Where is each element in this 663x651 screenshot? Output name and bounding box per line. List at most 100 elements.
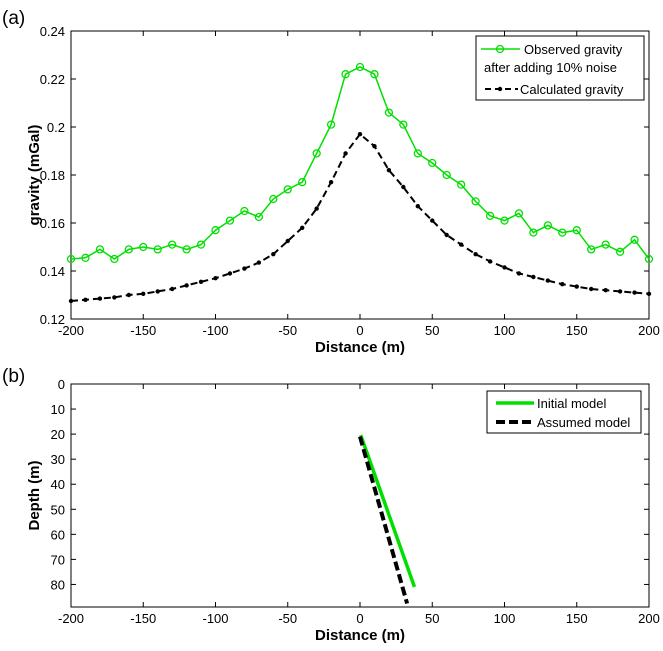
observed-point [167, 240, 177, 249]
observed-point [442, 170, 451, 180]
calculated-point [314, 206, 319, 211]
observed-point [355, 62, 365, 72]
legend-observed-marker [495, 44, 505, 54]
legend-box [486, 390, 642, 434]
observed-point [341, 70, 350, 79]
x-tick-label: -200 [58, 323, 84, 338]
calculated-point [646, 291, 652, 296]
observed-point [153, 245, 162, 254]
observed-point [428, 158, 437, 168]
y-tick-label: 40 [51, 477, 65, 492]
x-tick-label: 200 [638, 611, 660, 626]
calculated-point [112, 295, 117, 300]
observed-point [139, 242, 148, 252]
calculated-point [444, 232, 449, 238]
x-tick-label: 100 [494, 323, 516, 338]
observed-point [240, 206, 249, 216]
y-tick-label: 60 [51, 527, 65, 542]
x-tick-label: -100 [202, 323, 228, 338]
calculated-point [603, 288, 608, 293]
calculated-point [531, 274, 536, 280]
observed-point [254, 212, 264, 222]
observed-point [269, 194, 278, 204]
calculated-point [502, 265, 507, 270]
y-tick-label: 10 [51, 402, 65, 417]
calculated-point [617, 289, 623, 294]
x-tick-label: -100 [202, 611, 228, 626]
plot-b: -200 -150 -100 -50 0 50 100 150 200 0 10 20 30 40 50 60… [26, 377, 660, 644]
x-axis-label: Distance (m) [315, 627, 405, 644]
observed-point [471, 197, 480, 206]
observed-point [95, 245, 105, 254]
observed-point [485, 211, 495, 220]
x-tick-label: 150 [566, 323, 588, 338]
observed-point [211, 226, 220, 235]
legend-calculated-marker [497, 86, 503, 92]
y-tick-label: 50 [51, 502, 65, 517]
calculated-point [285, 238, 290, 244]
x-tick-label: -150 [130, 611, 156, 626]
calculated-point [386, 168, 392, 173]
legend-observed-label-2: after adding 10% noise [484, 60, 617, 75]
observed-point [558, 228, 567, 237]
calculated-point [83, 297, 88, 302]
y-tick-label: 0.24 [40, 24, 65, 39]
panel-a-label: (a) [2, 8, 25, 29]
plot-a: -200 -150 -100 -50 0 50 100 150 200 0.12 0.14 0.16 0… [26, 24, 660, 356]
observed-point [630, 235, 639, 244]
y-tick-label: 30 [51, 452, 65, 467]
calculated-point [300, 225, 305, 230]
y-tick-label: 0.14 [40, 264, 65, 279]
calculated-point [589, 286, 594, 292]
legend-assumed-label: Assumed model [537, 415, 630, 430]
x-axis-label: Distance (m) [315, 339, 405, 356]
y-tick-label: 0.22 [40, 72, 65, 87]
observed-point [644, 254, 654, 264]
calculated-point [545, 278, 551, 283]
calculated-point [242, 266, 247, 271]
y-tick-label: 0 [58, 377, 65, 392]
calculated-point [97, 296, 103, 301]
y-axis-label: gravity (mGal) [26, 125, 43, 226]
y-tick-label: 80 [51, 577, 65, 592]
legend-box [475, 35, 645, 101]
calculated-point [372, 144, 377, 149]
y-tick-label: 0.12 [40, 312, 65, 327]
observed-point [456, 180, 466, 189]
panel-b-label: (b) [2, 366, 25, 387]
calculated-point [68, 298, 74, 304]
observed-point [543, 221, 552, 230]
observed-point [370, 70, 379, 79]
calculated-point [343, 151, 348, 156]
calculated-point [632, 290, 637, 295]
observed-point [399, 120, 408, 129]
y-axis-label: Depth (m) [26, 461, 43, 531]
series-line-observed [70, 66, 650, 260]
calculated-point [401, 184, 406, 190]
observed-point [196, 240, 206, 249]
observed-point [66, 254, 76, 264]
y-tick-label: 70 [51, 552, 65, 567]
calculated-point [198, 279, 204, 284]
calculated-point [473, 252, 478, 257]
observed-point [312, 149, 321, 158]
legend: Initial model Assumed model [486, 390, 642, 434]
x-tick-label: -150 [130, 323, 156, 338]
observed-point [124, 245, 133, 254]
calculated-point [458, 242, 464, 247]
legend-observed-label: Observed gravity [524, 42, 623, 57]
calculated-point [155, 289, 160, 294]
calculated-point [328, 180, 334, 185]
x-tick-label: 150 [566, 611, 588, 626]
observed-point [500, 216, 509, 225]
y-tick-label: 0.2 [47, 120, 65, 135]
x-tick-label: 200 [638, 323, 660, 338]
calculated-point [430, 218, 435, 223]
x-tick-label: -200 [58, 611, 84, 626]
calculated-point [357, 132, 363, 137]
calculated-point [415, 204, 420, 209]
calculated-point [516, 271, 522, 276]
calculated-point [184, 283, 189, 288]
observed-point [615, 247, 625, 256]
